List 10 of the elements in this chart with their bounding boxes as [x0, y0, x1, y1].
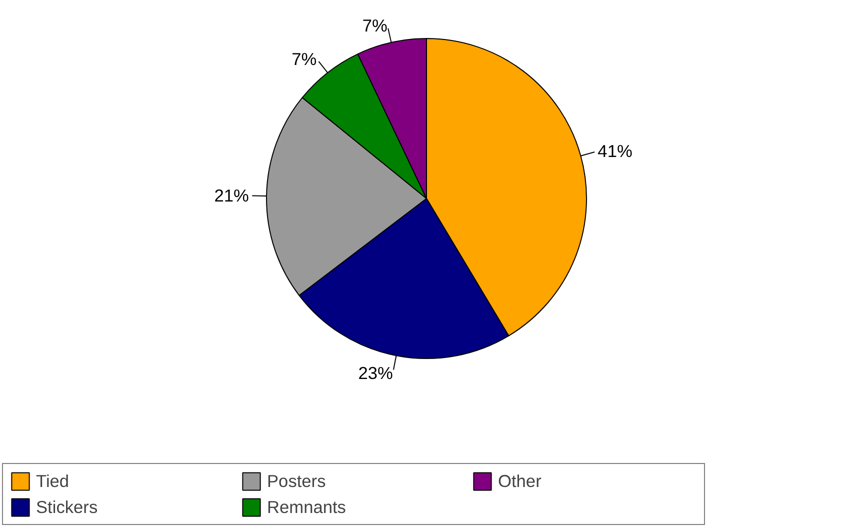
data-label: 21%: [214, 186, 249, 206]
legend-label: Posters: [267, 470, 327, 492]
data-label: 7%: [292, 48, 317, 69]
legend-label: Remnants: [267, 496, 347, 518]
data-label: 41%: [598, 141, 632, 162]
legend-label: Tied: [36, 470, 70, 492]
legend-label: Stickers: [36, 496, 99, 518]
legend-label: Other: [498, 470, 542, 492]
data-label: 23%: [358, 362, 393, 383]
data-label: 7%: [362, 15, 388, 36]
